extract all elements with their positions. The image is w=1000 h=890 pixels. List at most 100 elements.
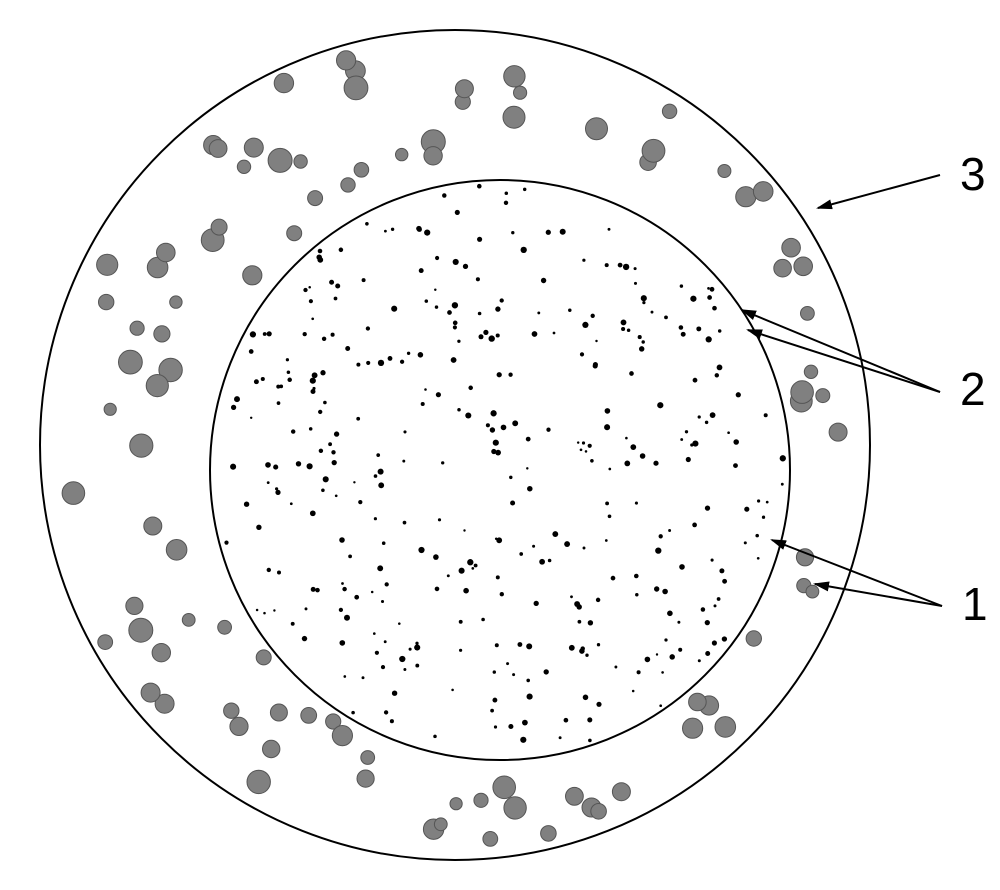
core-dot [520, 737, 526, 743]
ring-dot [794, 257, 813, 276]
core-dot [302, 636, 307, 641]
core-dot [497, 372, 502, 377]
core-dot [419, 268, 424, 273]
core-dot [407, 352, 410, 355]
core-dot [621, 319, 627, 325]
core-dot [435, 305, 438, 308]
core-dot [273, 609, 275, 611]
core-dot [305, 607, 308, 610]
ring-dot [357, 770, 374, 787]
ring-dot [118, 350, 142, 374]
core-dot [354, 595, 359, 600]
core-dot [585, 450, 588, 453]
core-dot [512, 420, 518, 426]
core-dot [267, 331, 272, 336]
core-dot [605, 501, 609, 505]
core-dot [315, 588, 320, 593]
core-dot [250, 331, 256, 337]
ring-dot [129, 618, 153, 642]
core-dot [532, 331, 538, 337]
core-dot [323, 401, 327, 405]
core-dot [339, 248, 344, 253]
core-dot [629, 371, 634, 376]
core-dot [580, 646, 584, 650]
core-dot [491, 449, 496, 454]
core-dot [656, 653, 658, 655]
ring-dot [474, 793, 488, 807]
ring-dot [294, 155, 307, 168]
core-dot [459, 568, 465, 574]
core-dot [690, 296, 696, 302]
core-dot [391, 306, 397, 312]
core-dot [493, 670, 496, 673]
core-dot [639, 346, 644, 351]
core-dot [459, 649, 462, 652]
ring-dot [126, 597, 143, 614]
core-dot [418, 352, 424, 358]
ring-dot [804, 365, 817, 378]
core-dot [744, 541, 747, 544]
core-dot [659, 704, 662, 707]
ring-dot [514, 86, 527, 99]
core-dot [686, 457, 691, 462]
core-dot [496, 333, 500, 337]
core-dot [277, 401, 281, 405]
ring-dot [268, 148, 292, 172]
core-dot [593, 362, 598, 367]
core-dot [365, 222, 369, 226]
core-dot [705, 620, 710, 625]
ring-dot [237, 160, 250, 173]
core-dot [392, 690, 397, 695]
core-dot [521, 247, 527, 253]
ring-dot [753, 182, 773, 202]
core-dot [733, 463, 738, 468]
core-dot [506, 662, 509, 665]
ring-dot [166, 540, 187, 561]
core-dot [309, 299, 313, 303]
core-dot [588, 620, 593, 625]
core-dot [457, 408, 461, 412]
core-dot [478, 312, 482, 316]
core-dot [256, 609, 259, 612]
core-dot [605, 408, 611, 414]
ring-dot [146, 375, 168, 397]
core-dot [641, 340, 644, 343]
core-dot [279, 385, 283, 389]
core-dot [334, 297, 338, 301]
core-dot [638, 335, 642, 339]
ring-dot [354, 163, 369, 178]
core-dot [267, 481, 270, 484]
core-dot [548, 559, 552, 563]
core-dot [614, 666, 617, 669]
core-dot [468, 386, 473, 391]
core-dot [642, 301, 645, 304]
core-dot [526, 437, 531, 442]
core-dot [329, 280, 334, 285]
core-dot [681, 332, 686, 337]
ring-dot [774, 259, 792, 277]
core-dot [667, 610, 673, 616]
core-dot [435, 587, 440, 592]
core-dot [457, 340, 460, 343]
ring-dot [144, 517, 162, 535]
core-dot [371, 591, 374, 594]
core-dot [526, 467, 528, 469]
core-dot [637, 670, 641, 674]
core-dot [669, 654, 675, 660]
core-dot [489, 335, 495, 341]
core-dot [698, 415, 701, 418]
core-dot [596, 702, 601, 707]
ring-dot [424, 147, 442, 165]
core-dot [263, 332, 267, 336]
core-dot [307, 463, 313, 469]
core-dot [693, 378, 698, 383]
core-dot [409, 648, 412, 651]
core-dot [574, 601, 580, 607]
core-dot [635, 502, 638, 505]
core-dot [580, 448, 583, 451]
core-dot [696, 326, 701, 331]
core-dot [715, 373, 719, 377]
core-dot [256, 525, 261, 530]
core-dot [685, 430, 688, 433]
core-dot [678, 648, 682, 652]
